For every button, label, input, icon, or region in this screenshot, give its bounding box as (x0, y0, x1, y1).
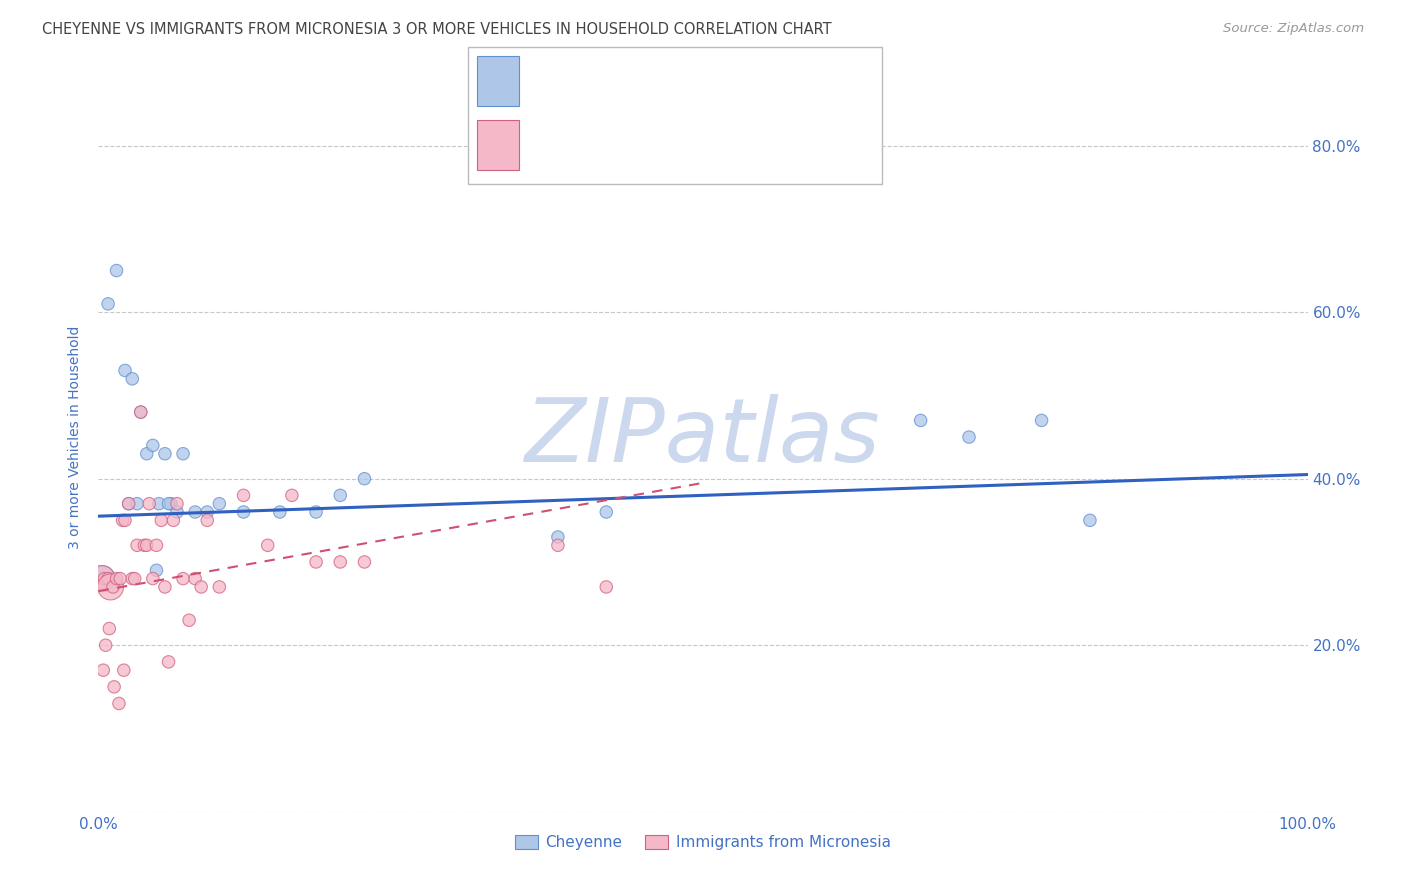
Point (112, 663, 135, 677)
Text: N =: N = (704, 136, 741, 153)
Point (135, 447, 157, 461)
Point (105, 572, 128, 586)
Text: ZIPatlas: ZIPatlas (526, 394, 880, 480)
Point (157, 497, 180, 511)
Point (114, 513, 136, 527)
Point (150, 513, 173, 527)
Text: 44: 44 (772, 136, 796, 153)
Point (1078, 513, 1101, 527)
Point (111, 513, 134, 527)
Point (142, 438, 165, 452)
Point (957, 430, 980, 444)
Point (353, 472, 375, 486)
Text: R =: R = (536, 71, 572, 89)
Point (91, 572, 114, 586)
Point (910, 413, 932, 427)
Point (135, 538, 157, 552)
Point (138, 497, 160, 511)
Text: Source: ZipAtlas.com: Source: ZipAtlas.com (1223, 22, 1364, 36)
Point (145, 563, 167, 577)
Point (101, 580, 124, 594)
Point (118, 497, 141, 511)
Point (256, 538, 278, 552)
Point (281, 488, 304, 502)
Y-axis label: 3 or more Vehicles in Household: 3 or more Vehicles in Household (69, 326, 83, 549)
Point (108, 572, 131, 586)
Point (127, 497, 149, 511)
Point (114, 363, 136, 377)
Point (232, 488, 254, 502)
Point (184, 572, 207, 586)
Point (595, 580, 617, 594)
Bar (477, 120, 519, 170)
Point (93, 572, 115, 586)
Point (97, 572, 120, 586)
Text: 0.116: 0.116 (603, 71, 651, 89)
Point (103, 680, 125, 694)
Point (184, 505, 207, 519)
Point (547, 530, 569, 544)
Point (129, 405, 152, 419)
Point (98, 622, 121, 636)
Point (134, 538, 156, 552)
Point (153, 580, 176, 594)
Point (153, 447, 176, 461)
Point (127, 538, 149, 552)
Point (121, 372, 143, 386)
Point (195, 513, 218, 527)
Point (91, 572, 114, 586)
Point (1031, 413, 1053, 427)
Point (195, 505, 218, 519)
Point (232, 505, 254, 519)
Point (160, 497, 183, 511)
Point (305, 505, 328, 519)
Legend: Cheyenne, Immigrants from Micronesia: Cheyenne, Immigrants from Micronesia (509, 830, 897, 856)
Point (179, 613, 201, 627)
Point (91, 663, 114, 677)
Point (145, 538, 167, 552)
Text: N =: N = (704, 71, 741, 89)
Point (166, 505, 188, 519)
Point (353, 555, 375, 569)
Point (100, 572, 122, 586)
Point (595, 505, 617, 519)
Point (148, 497, 170, 511)
Point (329, 555, 352, 569)
Point (129, 405, 152, 419)
Point (172, 447, 194, 461)
Point (94, 638, 117, 652)
FancyBboxPatch shape (468, 47, 882, 185)
Point (305, 555, 328, 569)
Point (97, 297, 120, 311)
Text: 32: 32 (772, 71, 796, 89)
Point (547, 538, 569, 552)
Point (208, 497, 231, 511)
Point (172, 572, 194, 586)
Point (208, 580, 231, 594)
Point (190, 580, 212, 594)
Text: 0.118: 0.118 (603, 136, 651, 153)
Text: CHEYENNE VS IMMIGRANTS FROM MICRONESIA 3 OR MORE VEHICLES IN HOUSEHOLD CORRELATI: CHEYENNE VS IMMIGRANTS FROM MICRONESIA 3… (42, 22, 832, 37)
Point (124, 572, 146, 586)
Point (105, 263, 128, 277)
Bar (477, 56, 519, 106)
Point (166, 497, 188, 511)
Point (269, 505, 291, 519)
Point (118, 497, 141, 511)
Text: R =: R = (536, 136, 572, 153)
Point (157, 655, 180, 669)
Point (162, 513, 184, 527)
Point (329, 488, 352, 502)
Point (100, 580, 122, 594)
Point (108, 697, 131, 711)
Point (142, 572, 165, 586)
Point (121, 572, 143, 586)
